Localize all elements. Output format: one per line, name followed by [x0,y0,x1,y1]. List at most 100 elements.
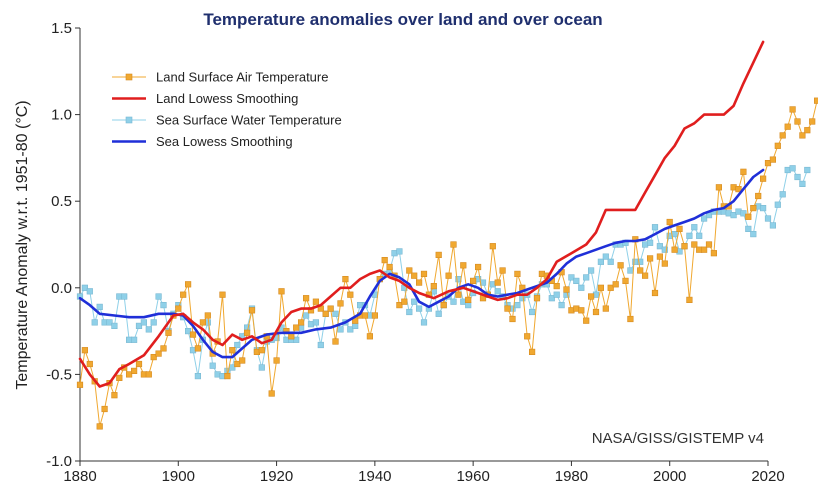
land-annual-point [789,106,796,113]
land-annual-point [189,331,197,338]
sea-annual-point [140,319,148,326]
land-annual-point [769,156,776,163]
land-annual-point [322,310,329,317]
land-annual-point [779,132,786,139]
land-annual-point [686,296,693,304]
land-annual-point [258,347,265,354]
sea-annual-point [332,310,339,317]
land-annual-point [651,289,659,297]
land-annual-point [371,312,379,319]
land-annual-point [180,291,187,298]
sea-annual-point [804,166,811,174]
sea-annual-point [587,267,595,274]
land-annual-point [750,205,757,212]
land-annual-point [268,390,275,397]
sea-annual-point [568,274,575,281]
land-annual-point [145,371,152,378]
land-annual-point [804,127,811,134]
land-annual-point [597,284,604,291]
land-annual-point [347,291,354,298]
sea-annual-point [81,284,88,291]
land-annual-point [691,241,698,248]
land-annual-point [116,374,123,382]
sea-annual-point [396,248,403,255]
land-annual-point [715,184,722,191]
sea-annual-point [302,312,310,319]
sea-annual-point [651,224,659,231]
land-annual-point [676,225,683,233]
land-annual-point [764,160,772,167]
land-annual-point [710,250,717,257]
sea-annual-point [234,341,241,349]
sea-annual-point [700,215,708,222]
land-annual-point [131,367,138,375]
land-annual-point [244,329,251,336]
land-annual-point [813,97,818,104]
land-annual-point [759,175,767,182]
land-annual-point [627,315,634,323]
x-tick-label: 1920 [260,468,293,485]
sea-annual-point [86,288,93,295]
land-annual-point [194,345,202,352]
land-annual-point [499,267,506,274]
land-annual-point [312,298,320,305]
land-annual-point [794,118,801,125]
y-axis-title: Temperature Anomaly w.r.t. 1951-80 (°C) [14,100,31,389]
land-annual-point [406,267,413,274]
sea-annual-point [696,232,703,239]
land-annual-point [411,272,418,279]
legend-label: Sea Lowess Smoothing [156,134,293,149]
sea-annual-point [750,231,757,238]
land-annual-point [666,218,673,226]
land-annual-point [469,277,477,285]
land-annual-point [219,291,226,298]
land-annual-point [381,256,388,264]
y-tick-label: -1.0 [46,453,72,470]
sea-annual-point [774,201,781,208]
sea-annual-point [406,308,413,316]
land-annual-point [622,277,629,285]
land-annual-point [755,192,762,200]
land-lowess-line [78,40,765,388]
land-annual-point [602,305,609,312]
axes: 1880 1900 1920 1940 1960 1980 2000 2020 -1.0 -0.5… [46,20,785,485]
sea-annual-point [769,222,776,229]
sea-annual-point [209,362,216,369]
y-tick-label: -0.5 [46,366,72,383]
land-annual-point [150,353,157,361]
sea-annual-point [258,364,265,371]
sea-annual-point [317,341,324,349]
sea-annual-point [597,258,604,265]
sea-annual-point [691,224,698,231]
sea-annual-point [514,301,521,309]
land-annual-point [101,405,108,413]
land-annual-point [76,381,84,388]
land-annual-point [165,329,172,336]
sea-annual-point [96,303,103,311]
land-annual-point [745,213,752,220]
land-annual-point [607,284,614,291]
sea-annual-point [337,326,344,333]
land-annual-point [337,300,344,307]
y-tick-label: 1.5 [51,20,72,37]
land-annual-point [160,345,167,352]
sea-annual-point [415,305,423,312]
x-tick-label: 1880 [63,468,96,485]
land-annual-point [509,315,516,323]
sea-annual-point [465,301,472,309]
land-annual-point [617,262,624,269]
land-annual-point [293,324,300,331]
sea-annual-point [794,173,801,181]
land-annual-point [278,288,285,295]
land-annual-point [248,307,256,314]
sea-annual-point [420,319,428,326]
sea-annual-point [194,372,202,380]
land-annual-point [366,333,374,340]
y-tick-label: 0.5 [51,193,72,210]
land-annual-point [641,272,649,279]
land-annual-point [234,360,241,368]
land-annual-point [435,251,442,259]
land-annual-point [705,241,713,248]
x-tick-label: 2000 [653,468,686,485]
sea-annual-point [799,180,806,188]
